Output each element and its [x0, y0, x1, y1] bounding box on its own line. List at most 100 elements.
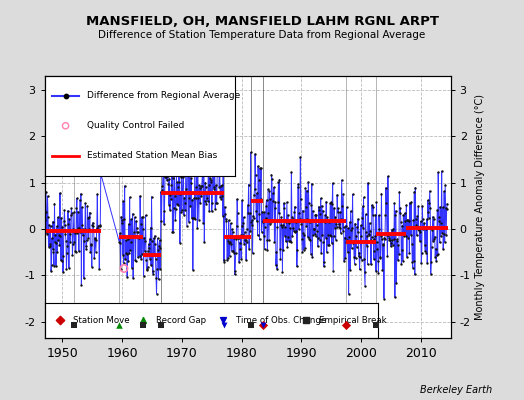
Point	[371, 233, 379, 239]
Point	[149, 235, 158, 242]
Point	[340, 258, 348, 264]
Point	[281, 224, 290, 230]
Point	[346, 208, 355, 214]
Point	[407, 199, 416, 205]
Point	[394, 242, 402, 249]
Point	[194, 216, 203, 223]
Point	[263, 247, 271, 253]
Point	[83, 203, 92, 209]
Point	[132, 258, 140, 264]
Point	[263, 197, 271, 203]
Point	[70, 209, 78, 216]
Point	[443, 200, 451, 207]
Point	[337, 216, 345, 222]
Point	[392, 208, 400, 214]
Point	[213, 168, 222, 174]
Point	[263, 237, 271, 243]
Point	[58, 258, 66, 264]
Point	[50, 262, 58, 269]
Point	[261, 224, 269, 230]
Point	[151, 241, 159, 247]
Point	[183, 222, 191, 229]
Point	[241, 229, 249, 236]
Point	[123, 251, 131, 257]
Point	[182, 155, 190, 162]
Point	[297, 195, 305, 202]
Point	[417, 260, 425, 266]
Point	[157, 188, 165, 195]
Point	[304, 200, 313, 206]
Point	[181, 207, 190, 213]
Point	[134, 229, 142, 236]
Point	[184, 164, 192, 170]
Point	[342, 238, 351, 245]
Point	[222, 218, 231, 224]
Point	[92, 236, 101, 243]
Point	[239, 214, 248, 220]
Point	[234, 234, 243, 241]
Point	[389, 242, 397, 248]
Point	[284, 234, 292, 240]
Point	[438, 230, 446, 236]
Point	[78, 221, 86, 228]
Point	[311, 231, 319, 238]
Point	[243, 238, 251, 245]
Point	[169, 174, 177, 181]
Point	[172, 206, 180, 212]
Point	[226, 238, 234, 245]
Point	[203, 195, 212, 202]
Point	[221, 204, 229, 210]
Point	[186, 203, 194, 209]
Point	[402, 202, 410, 208]
Point	[384, 173, 392, 180]
Point	[55, 242, 63, 248]
Point	[350, 254, 358, 260]
Point	[158, 186, 166, 193]
Point	[164, 181, 172, 187]
Point	[89, 220, 97, 226]
Point	[230, 234, 238, 241]
Point	[166, 192, 174, 198]
Point	[286, 238, 294, 244]
Point	[323, 249, 331, 255]
Point	[312, 212, 321, 218]
Point	[69, 226, 78, 232]
Point	[343, 204, 351, 211]
Point	[375, 212, 383, 218]
Point	[410, 189, 419, 195]
Point	[377, 233, 385, 240]
Point	[395, 250, 403, 257]
Point	[280, 200, 288, 206]
Point	[128, 211, 137, 217]
Point	[65, 265, 73, 271]
Point	[366, 228, 374, 234]
Point	[198, 182, 206, 189]
Point	[83, 236, 91, 243]
Point	[440, 188, 449, 195]
Point	[299, 230, 308, 236]
Point	[286, 225, 294, 231]
Point	[388, 226, 396, 233]
Point	[369, 203, 377, 210]
Point	[122, 250, 130, 256]
Point	[364, 180, 372, 186]
Point	[141, 212, 150, 218]
Point	[439, 204, 447, 210]
Point	[167, 196, 175, 202]
Point	[397, 261, 406, 268]
Point	[154, 276, 162, 283]
Point	[90, 228, 98, 234]
Point	[228, 226, 236, 232]
Point	[244, 210, 252, 216]
Point	[392, 279, 400, 286]
Point	[202, 201, 211, 207]
Point	[365, 220, 374, 226]
Point	[394, 257, 402, 263]
Point	[58, 224, 67, 230]
Point	[425, 188, 434, 194]
Point	[421, 242, 429, 248]
Point	[260, 246, 269, 252]
Point	[121, 256, 129, 263]
Point	[402, 254, 411, 260]
Point	[294, 226, 303, 232]
